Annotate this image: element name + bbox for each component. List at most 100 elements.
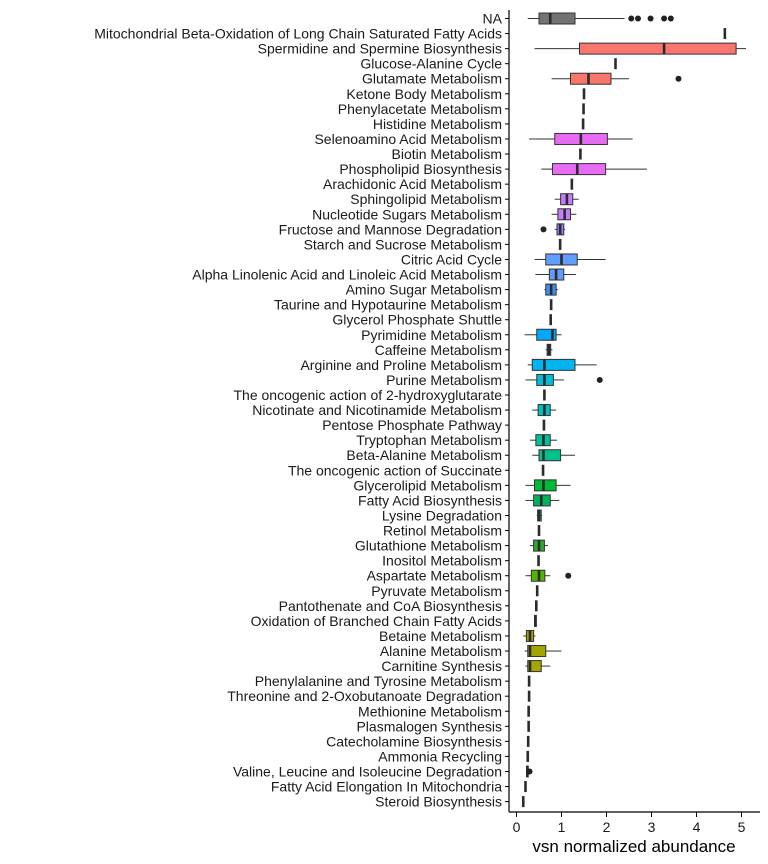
x-tick-label: 4 <box>693 819 701 835</box>
box-group <box>536 509 543 522</box>
category-label: Plasmalogen Synthesis <box>356 718 502 734</box>
box-iqr <box>538 12 576 25</box>
category-label: Phospholipid Biosynthesis <box>339 161 502 177</box>
outlier-point <box>596 376 603 383</box>
category-label: Spermidine and Spermine Biosynthesis <box>258 41 502 57</box>
box-group <box>551 208 577 221</box>
outlier-point <box>628 15 635 22</box>
category-label: Fatty Acid Biosynthesis <box>358 492 502 508</box>
box-group <box>551 72 682 85</box>
x-tick-label: 1 <box>558 819 566 835</box>
box-group <box>523 629 536 642</box>
outlier-point <box>565 572 572 579</box>
box-group <box>532 449 575 462</box>
category-label: Nucleotide Sugars Metabolism <box>312 206 502 222</box>
category-label: Ammonia Recycling <box>378 748 502 764</box>
box-iqr <box>570 72 612 85</box>
category-label: Pyruvate Metabolism <box>371 583 502 599</box>
category-label: Ketone Body Metabolism <box>346 86 502 102</box>
category-label: Citric Acid Cycle <box>401 251 502 267</box>
outlier-point <box>540 226 547 233</box>
box-group <box>530 434 557 447</box>
outlier-point <box>635 15 641 22</box>
x-axis-ticks: 0 1 2 3 4 5 <box>513 812 746 835</box>
category-label: The oncogenic action of Succinate <box>288 462 502 478</box>
box-group <box>544 283 558 296</box>
category-label: Beta-Alanine Metabolism <box>346 447 502 463</box>
category-label: Amino Sugar Metabolism <box>346 282 502 298</box>
category-label: Glucose-Alanine Cycle <box>360 56 502 72</box>
outlier-point <box>667 15 674 22</box>
category-label: Fatty Acid Elongation In Mitochondria <box>271 779 502 795</box>
box-iqr <box>579 42 737 55</box>
x-tick-label: 5 <box>738 819 746 835</box>
box-group <box>540 223 566 236</box>
x-tick-label: 0 <box>513 819 521 835</box>
category-label: Methionine Metabolism <box>358 703 502 719</box>
box-iqr <box>538 449 562 462</box>
category-label: Betaine Metabolism <box>379 628 502 644</box>
box-group <box>525 660 551 673</box>
category-label: Starch and Sucrose Metabolism <box>304 236 502 252</box>
category-label: Pentose Phosphate Pathway <box>322 417 502 433</box>
box-group <box>535 268 576 281</box>
box-group <box>545 343 553 356</box>
category-label: Threonine and 2-Oxobutanoate Degradation <box>227 688 502 704</box>
category-label: Glycerol Phosphate Shuttle <box>332 312 502 328</box>
category-label: Retinol Metabolism <box>383 523 502 539</box>
category-label: Glutamate Metabolism <box>362 71 502 87</box>
category-label: Phenylalanine and Tyrosine Metabolism <box>255 673 502 689</box>
box-group <box>524 645 562 658</box>
category-label: Oxidation of Branched Chain Fatty Acids <box>251 613 502 629</box>
category-label: Fructose and Mannose Degradation <box>279 221 502 237</box>
category-label: Alanine Metabolism <box>380 643 502 659</box>
box-group <box>534 42 746 55</box>
category-label: Arginine and Proline Metabolism <box>300 357 502 373</box>
category-label: Glutathione Metabolism <box>355 538 502 554</box>
category-label: Caffeine Metabolism <box>375 342 502 358</box>
x-tick-label: 3 <box>648 819 656 835</box>
box-group <box>541 163 647 176</box>
box-group <box>534 253 606 266</box>
category-label: Sphingolipid Metabolism <box>350 191 502 207</box>
category-label: Carnitine Synthesis <box>381 658 502 674</box>
category-label: Valine, Leucine and Isoleucine Degradati… <box>233 764 502 780</box>
category-label: Alpha Linolenic Acid and Linoleic Acid M… <box>192 267 502 283</box>
category-label: Lysine Degradation <box>382 507 502 523</box>
box-group <box>525 479 571 492</box>
box-group <box>525 569 572 582</box>
box-group <box>554 193 579 206</box>
category-label: Taurine and Hypotaurine Metabolism <box>274 297 502 313</box>
box-group <box>530 539 548 552</box>
box-iqr <box>527 660 542 673</box>
box-group <box>525 765 533 778</box>
outlier-point <box>661 15 668 22</box>
outlier-point <box>647 15 654 22</box>
category-label: Phenylacetate Metabolism <box>338 101 502 117</box>
category-label: Pantothenate and CoA Biosynthesis <box>279 598 502 614</box>
category-label: Histidine Metabolism <box>373 116 502 132</box>
box-group <box>529 132 633 145</box>
outlier-point <box>675 75 682 82</box>
outlier-point <box>526 768 533 775</box>
category-label: Nicotinate and Nicotinamide Metabolism <box>252 402 502 418</box>
box-iqr <box>527 645 547 658</box>
boxes-layer <box>521 12 746 808</box>
box-group <box>525 373 603 386</box>
category-label: Tryptophan Metabolism <box>356 432 502 448</box>
category-label: Selenoamino Acid Metabolism <box>314 131 502 147</box>
category-label: Aspartate Metabolism <box>367 568 502 584</box>
box-iqr <box>536 328 557 341</box>
category-label: Arachidonic Acid Metabolism <box>323 176 502 192</box>
category-label: Mitochondrial Beta-Oxidation of Long Cha… <box>94 26 502 42</box>
box-group <box>525 494 560 507</box>
box-group <box>527 12 674 25</box>
category-label: Pyrimidine Metabolism <box>361 327 502 343</box>
category-label: Purine Metabolism <box>386 372 502 388</box>
x-axis-title: vsn normalized abundance <box>532 837 735 856</box>
category-label: Glycerolipid Metabolism <box>353 477 502 493</box>
category-label: Biotin Metabolism <box>392 146 503 162</box>
box-iqr <box>534 479 557 492</box>
